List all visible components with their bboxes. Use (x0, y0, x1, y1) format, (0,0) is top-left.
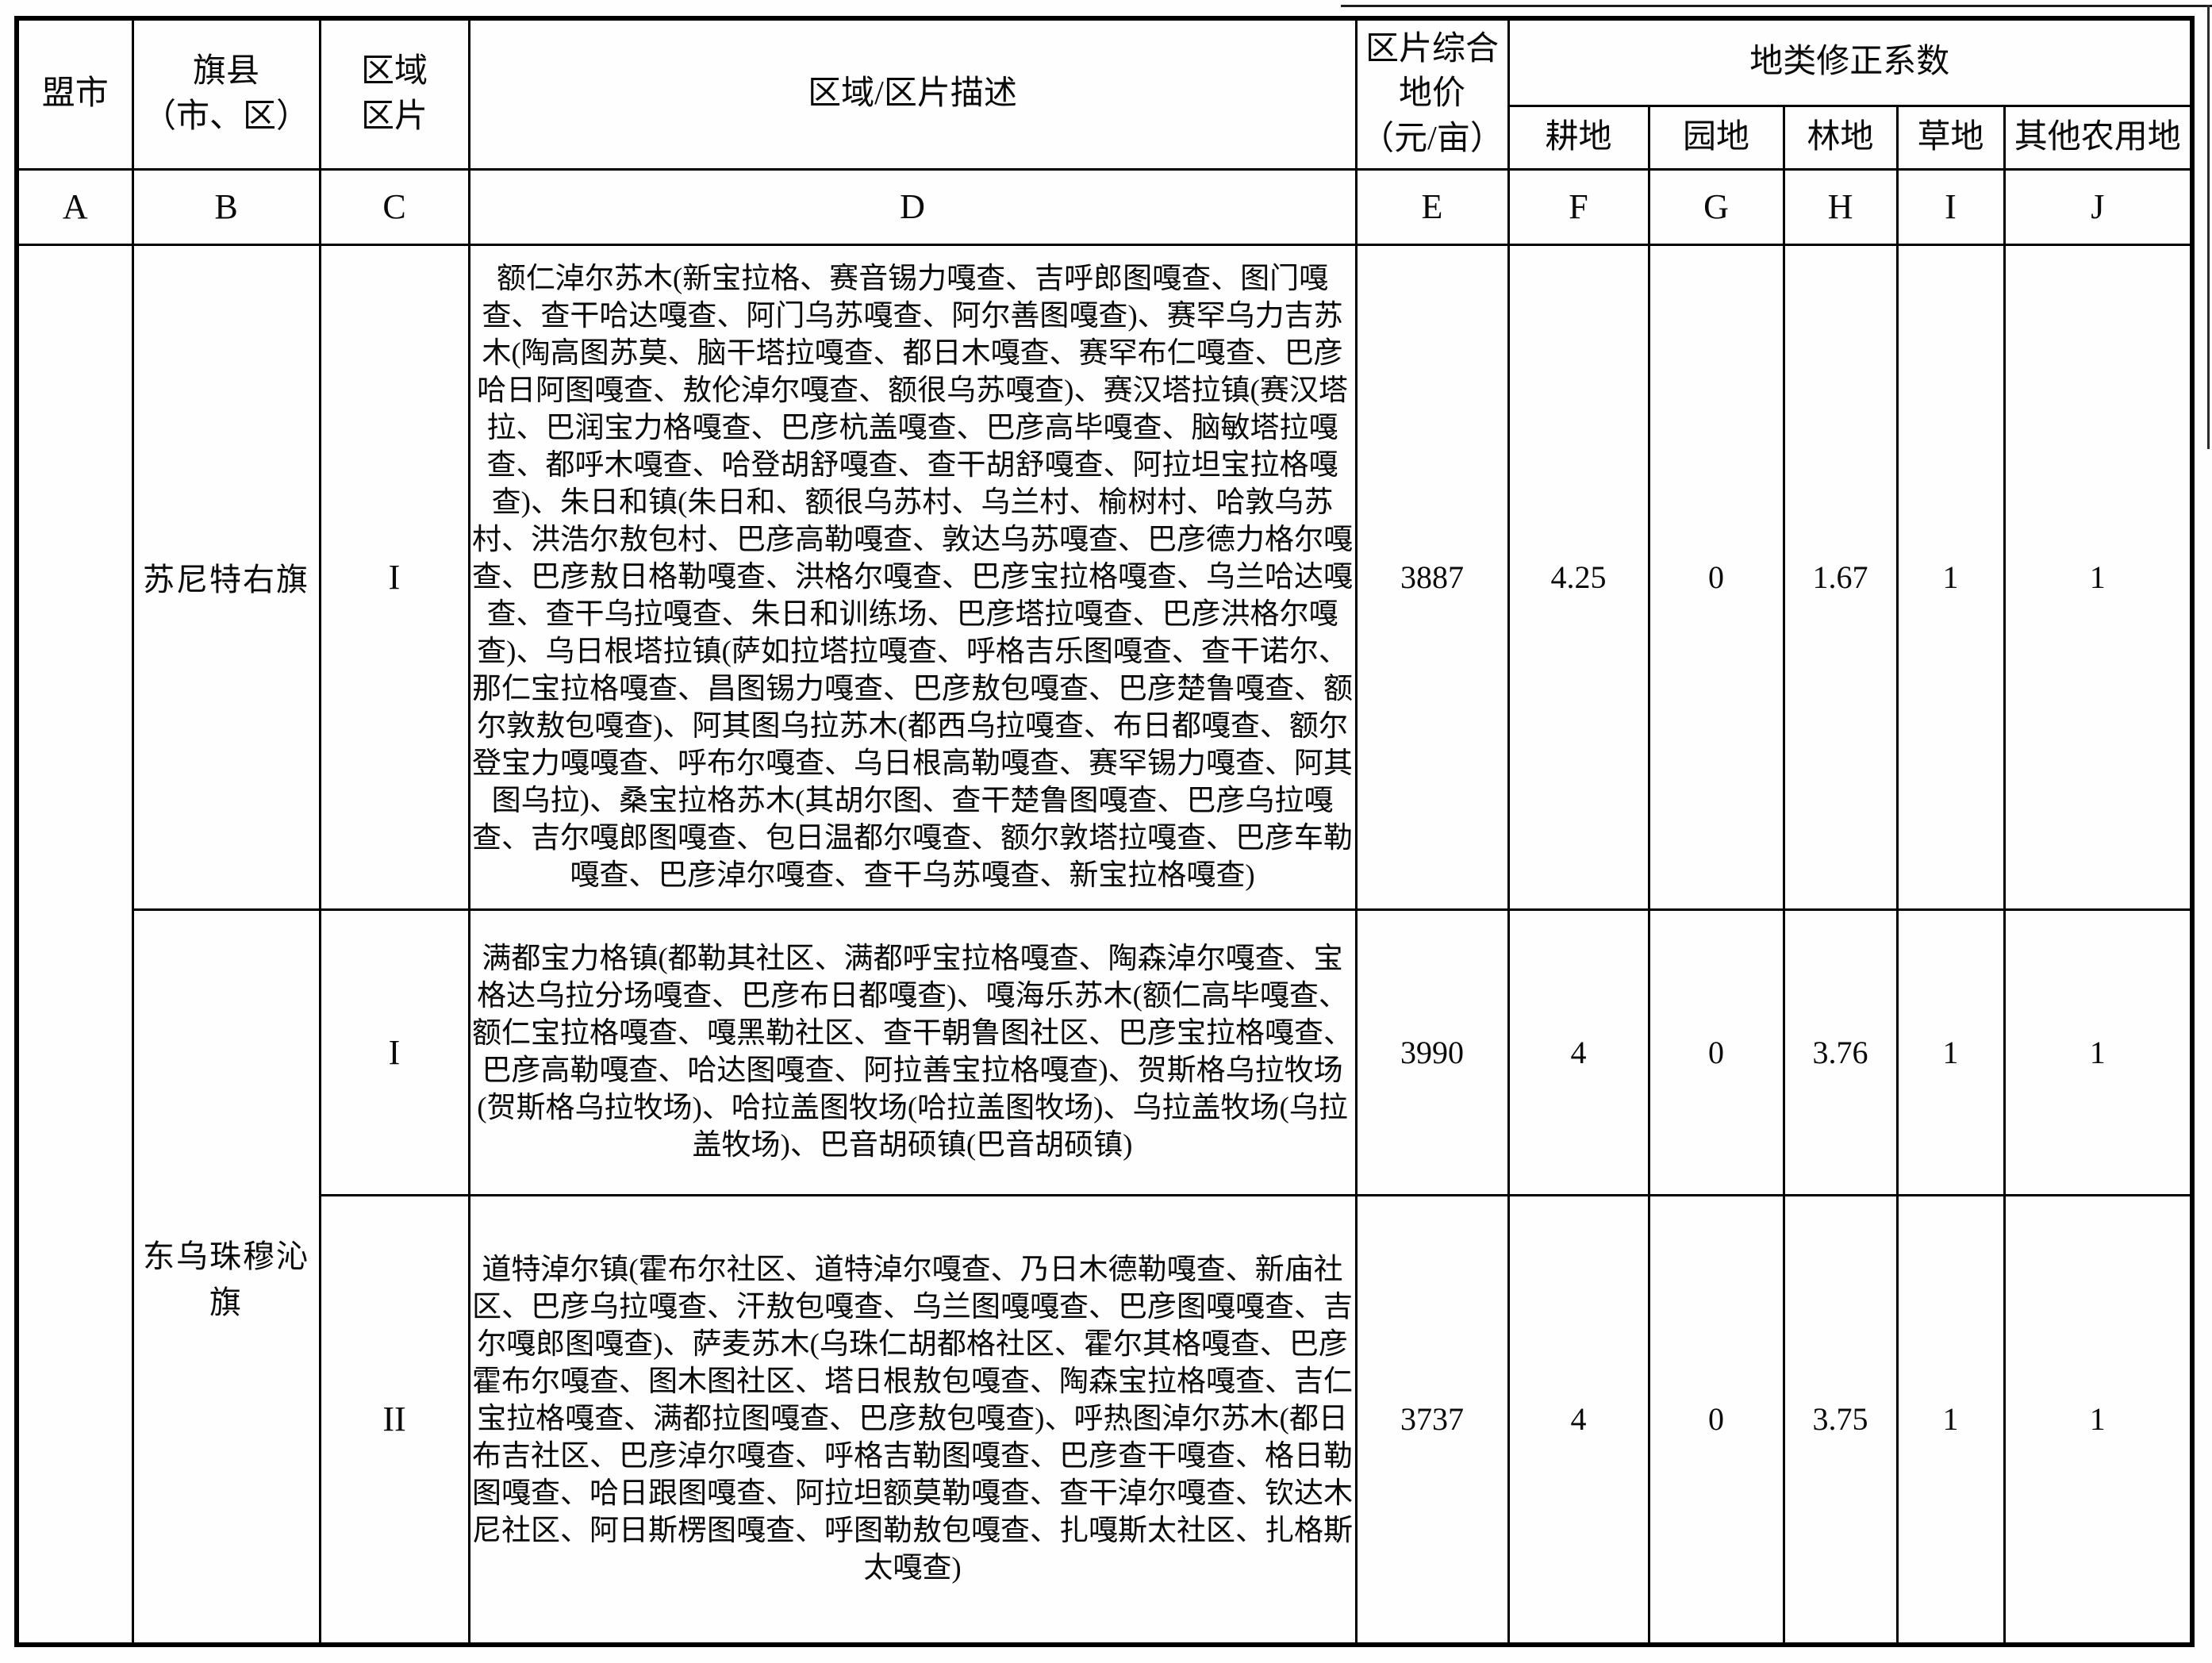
cell-coef-farmland-1: 4.25 (1507, 243, 1650, 911)
header-county: 旗县 （市、区） (131, 17, 321, 171)
table-row: II 道特淖尔镇(霍布尔社区、道特淖尔嘎查、乃日木德勒嘎查、新庙社区、巴彦乌拉嘎… (17, 1193, 2194, 1646)
cell-price-2: 3990 (1354, 908, 1510, 1196)
cell-price-1: 3887 (1354, 243, 1510, 911)
header-coef-other: 其他农用地 (2003, 104, 2194, 171)
cell-coef-other-1: 1 (2003, 243, 2194, 911)
header-region: 区域 区片 (318, 17, 470, 171)
header-price: 区片综合 地价 （元/亩） (1354, 17, 1510, 171)
column-letter-a: A (15, 167, 134, 246)
cell-coef-forest-2: 3.76 (1782, 908, 1899, 1196)
cell-region-3: II (318, 1193, 470, 1646)
cell-coef-garden-2: 0 (1647, 908, 1785, 1196)
header-coef-garden: 园地 (1647, 104, 1785, 171)
cell-price-3: 3737 (1354, 1193, 1510, 1646)
cell-description-1: 额仁淖尔苏木(新宝拉格、赛音锡力嘎查、吉呼郎图嘎查、图门嘎查、查干哈达嘎查、阿门… (467, 243, 1358, 911)
cell-coef-forest-1: 1.67 (1782, 243, 1899, 911)
header-row-group: 盟市 旗县 （市、区） 区域 区片 区域/区片描述 区片综合 地价 （元/亩） … (15, 17, 2194, 171)
cell-county-sunite-right: 苏尼特右旗 (131, 243, 321, 911)
cell-coef-grassland-3: 1 (1895, 1193, 2006, 1646)
cell-coef-farmland-2: 4 (1507, 908, 1650, 1196)
header-coef-forest: 林地 (1782, 104, 1899, 171)
cell-coef-other-2: 1 (2003, 908, 2194, 1196)
cell-coef-grassland-2: 1 (1895, 908, 2006, 1196)
header-league: 盟市 (15, 17, 134, 171)
table-row: 东乌珠穆沁旗 I 满都宝力格镇(都勒其社区、满都呼宝拉格嘎查、陶森淖尔嘎查、宝格… (17, 908, 2194, 1646)
cell-coef-grassland-1: 1 (1895, 243, 2006, 911)
column-letter-g: G (1647, 167, 1785, 246)
column-letter-f: F (1507, 167, 1650, 246)
cell-coef-other-3: 1 (2003, 1193, 2194, 1646)
table-row: 苏尼特右旗 I 额仁淖尔苏木(新宝拉格、赛音锡力嘎查、吉呼郎图嘎查、图门嘎查、查… (15, 243, 2194, 1646)
cell-league (15, 243, 134, 1646)
header-coef-grassland: 草地 (1895, 104, 2006, 171)
header-description: 区域/区片描述 (467, 17, 1358, 171)
header-coef-farmland: 耕地 (1507, 104, 1650, 171)
cell-coef-garden-3: 0 (1647, 1193, 1785, 1646)
scan-artifact-line (1341, 5, 2212, 7)
cell-description-2: 满都宝力格镇(都勒其社区、满都呼宝拉格嘎查、陶森淖尔嘎查、宝格达乌拉分场嘎查、巴… (467, 908, 1358, 1196)
column-letter-b: B (131, 167, 321, 246)
column-letter-h: H (1782, 167, 1899, 246)
column-letter-c: C (318, 167, 470, 246)
column-letter-i: I (1895, 167, 2006, 246)
scan-artifact-line (2207, 5, 2210, 449)
header-coef-group: 地类修正系数 (1507, 17, 2194, 107)
cell-region-2: I (318, 908, 470, 1196)
column-letter-row: A B C D E F G H I J (15, 167, 2194, 246)
cell-county-east-ujimqin: 东乌珠穆沁旗 (131, 908, 321, 1646)
cell-description-3: 道特淖尔镇(霍布尔社区、道特淖尔嘎查、乃日木德勒嘎查、新庙社区、巴彦乌拉嘎查、汗… (467, 1193, 1358, 1646)
cell-coef-farmland-3: 4 (1507, 1193, 1650, 1646)
column-letter-e: E (1354, 167, 1510, 246)
cell-coef-forest-3: 3.75 (1782, 1193, 1899, 1646)
cell-coef-garden-1: 0 (1647, 243, 1785, 911)
header-row-coefs: 耕地 园地 林地 草地 其他农用地 (17, 104, 2194, 171)
column-letter-j: J (2003, 167, 2194, 246)
cell-region-1: I (318, 243, 470, 911)
land-price-table: 盟市 旗县 （市、区） 区域 区片 区域/区片描述 区片综合 地价 （元/亩） … (14, 16, 2195, 1647)
column-letter-d: D (467, 167, 1358, 246)
